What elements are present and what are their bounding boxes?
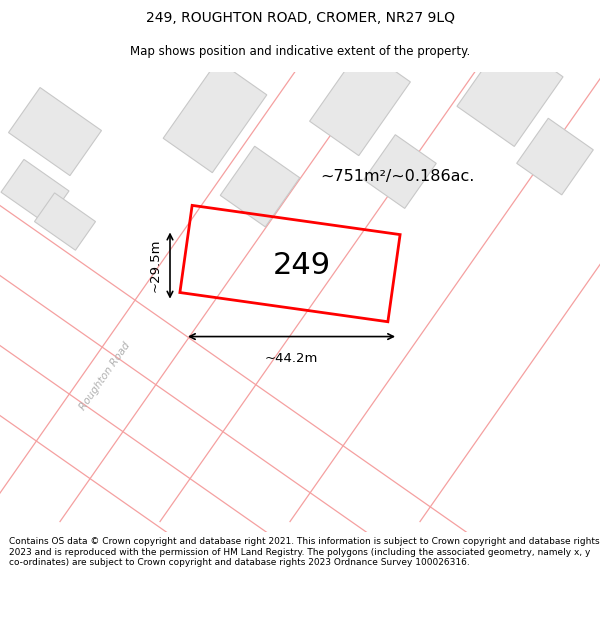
Text: ~751m²/~0.186ac.: ~751m²/~0.186ac. [320,169,475,184]
Polygon shape [220,146,300,227]
Text: Map shows position and indicative extent of the property.: Map shows position and indicative extent… [130,45,470,58]
Polygon shape [310,48,410,156]
Polygon shape [8,88,101,176]
Text: 249: 249 [273,251,331,280]
Text: Roughton Road: Roughton Road [78,341,132,412]
Polygon shape [364,135,436,208]
Text: ~44.2m: ~44.2m [265,351,318,364]
Text: ~29.5m: ~29.5m [149,239,162,292]
Polygon shape [1,159,69,224]
Polygon shape [517,118,593,195]
Text: 249, ROUGHTON ROAD, CROMER, NR27 9LQ: 249, ROUGHTON ROAD, CROMER, NR27 9LQ [146,11,455,26]
Polygon shape [34,193,95,250]
Polygon shape [457,37,563,146]
Text: Contains OS data © Crown copyright and database right 2021. This information is : Contains OS data © Crown copyright and d… [9,538,599,568]
Polygon shape [163,61,267,172]
